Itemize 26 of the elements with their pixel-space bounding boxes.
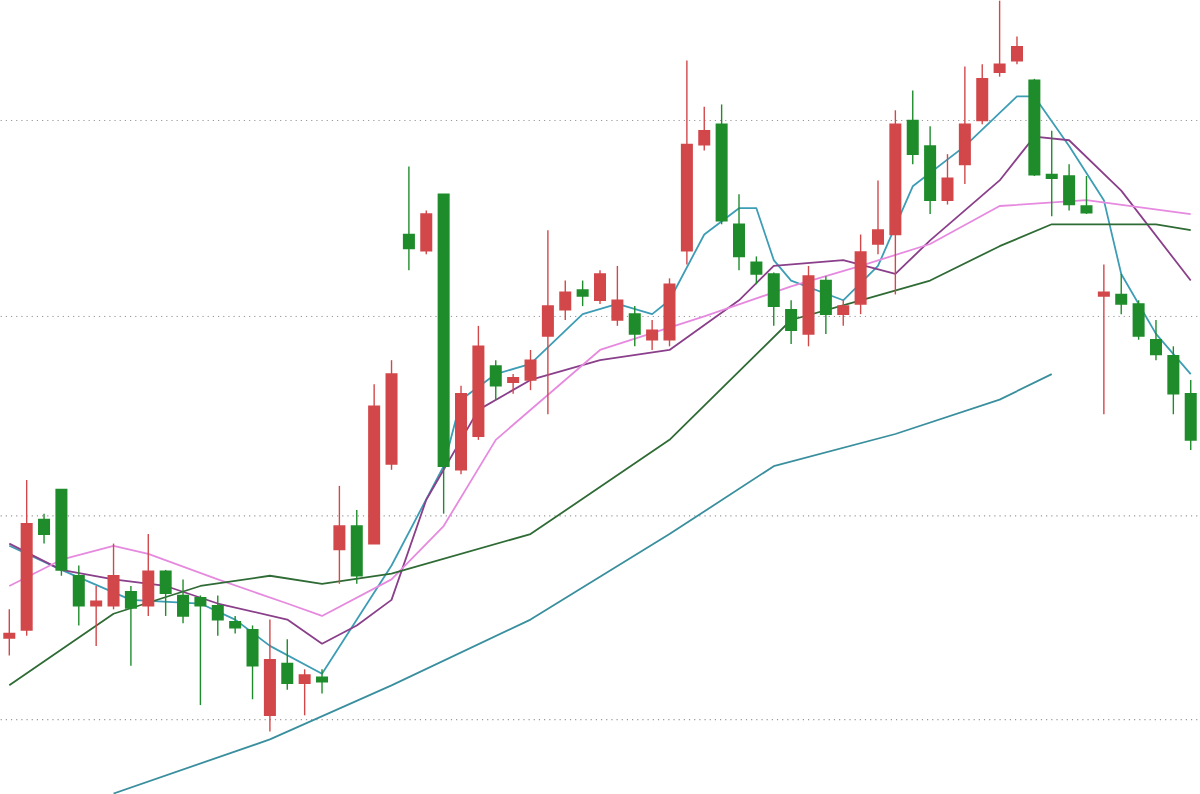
candlestick	[229, 615, 242, 634]
candlestick	[316, 668, 329, 694]
candlestick	[594, 269, 607, 305]
candlestick	[507, 373, 520, 395]
candlestick	[455, 384, 468, 475]
candlestick	[680, 59, 693, 265]
candlestick	[871, 179, 885, 255]
candlestick	[732, 193, 746, 271]
candlestick	[38, 512, 51, 545]
candlestick	[1097, 263, 1110, 415]
candlestick	[263, 618, 276, 732]
candlestick	[1149, 319, 1162, 361]
candlestick	[333, 484, 346, 585]
candlestick	[785, 299, 798, 345]
candlestick	[1063, 163, 1076, 211]
candlestick	[124, 585, 137, 667]
candlestick	[90, 585, 103, 647]
candlestick	[1010, 35, 1023, 65]
candlestick	[819, 275, 832, 335]
candlestick	[402, 165, 415, 271]
candlestick	[177, 578, 190, 624]
candlestick	[924, 125, 937, 215]
candlestick	[646, 319, 659, 351]
candlestick	[958, 65, 971, 185]
candlestick	[541, 229, 554, 415]
candlestick	[1045, 129, 1058, 217]
